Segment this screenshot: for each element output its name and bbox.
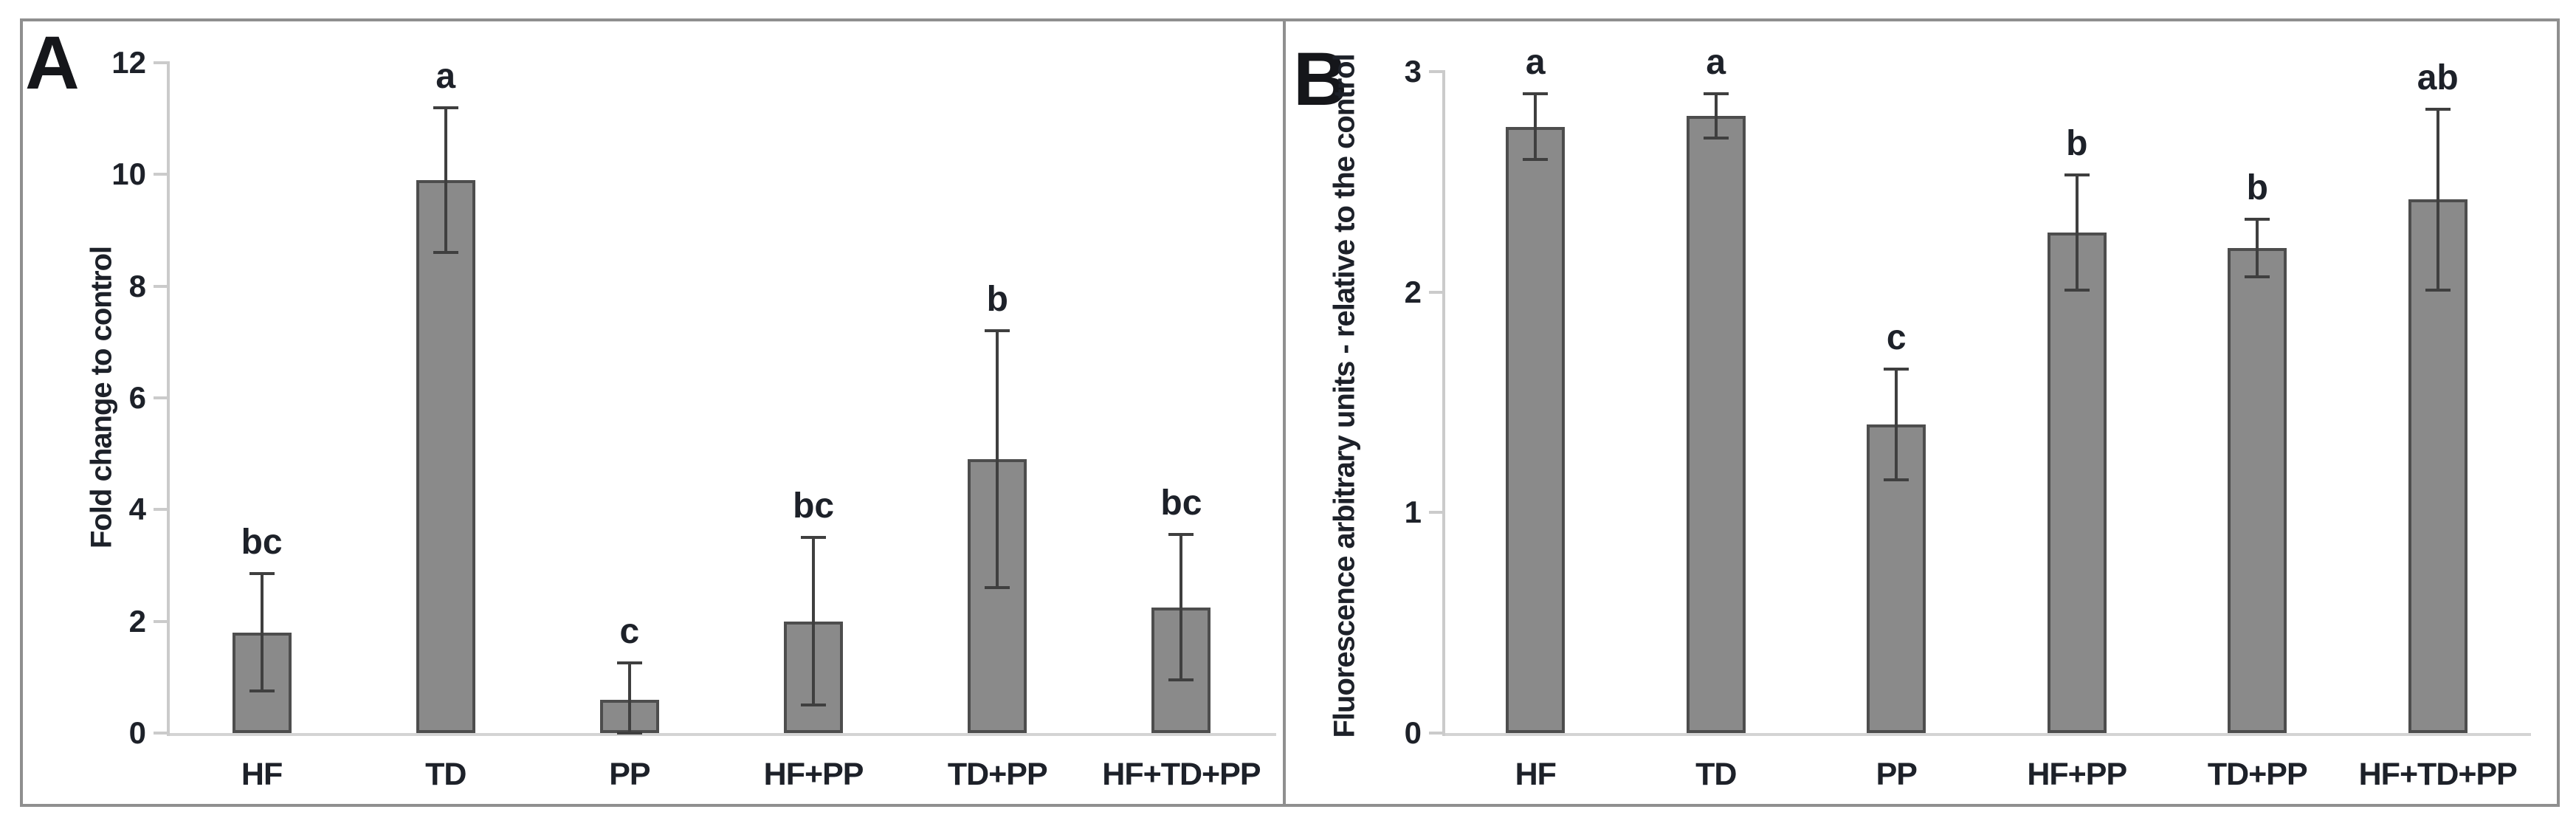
- error-bar-cap-top: [433, 106, 458, 109]
- significance-label: c: [619, 612, 640, 652]
- y-tick-mark: [154, 396, 167, 399]
- error-bar-cap-top: [2245, 218, 2270, 221]
- error-bar-cap-top: [1884, 368, 1909, 371]
- error-bar-cap-top: [249, 572, 275, 576]
- y-axis-line: [167, 61, 170, 736]
- y-tick-label: 6: [128, 380, 146, 415]
- figure-border: [20, 18, 2560, 807]
- significance-label: c: [1886, 318, 1907, 358]
- y-tick-label: 0: [128, 715, 146, 750]
- error-bar-cap-bottom: [1523, 158, 1549, 162]
- error-bar-line: [1534, 93, 1537, 160]
- significance-label: a: [1706, 42, 1726, 82]
- error-bar-line: [260, 574, 264, 692]
- x-category-label: HF: [1515, 757, 1557, 792]
- x-category-label: HF+TD+PP: [1102, 757, 1261, 792]
- y-tick-mark: [154, 732, 167, 735]
- panel-b-y-axis-title: Fluorescence arbitrary units - relative …: [1328, 54, 1361, 738]
- panel-a-letter: A: [25, 21, 80, 105]
- significance-label: a: [1525, 42, 1546, 82]
- y-tick-mark: [1429, 290, 1442, 294]
- x-category-label: HF+TD+PP: [2358, 757, 2518, 792]
- bar: [1686, 115, 1746, 733]
- y-tick-mark: [1429, 732, 1442, 735]
- bar: [2047, 233, 2107, 733]
- significance-label: b: [986, 280, 1008, 320]
- error-bar-cap-bottom: [433, 251, 458, 255]
- y-tick-mark: [154, 508, 167, 512]
- significance-label: ab: [2417, 58, 2459, 97]
- error-bar-cap-top: [2425, 107, 2451, 111]
- error-bar-line: [1714, 93, 1718, 138]
- x-category-label: TD: [425, 757, 466, 792]
- y-tick-label: 0: [1404, 715, 1422, 750]
- error-bar-cap-bottom: [985, 586, 1010, 590]
- error-bar-line: [444, 107, 447, 253]
- bar: [2228, 247, 2287, 733]
- y-tick-label: 2: [1404, 274, 1422, 309]
- error-bar-cap-top: [801, 536, 827, 540]
- y-tick-label: 1: [1404, 495, 1422, 530]
- y-tick-label: 4: [128, 492, 146, 527]
- bar: [416, 179, 475, 733]
- x-axis-line: [167, 733, 1276, 736]
- error-bar-cap-top: [2064, 173, 2090, 177]
- error-bar-cap-top: [1168, 533, 1194, 537]
- error-bar-cap-top: [616, 661, 642, 665]
- y-tick-mark: [1429, 511, 1442, 515]
- error-bar-line: [1895, 369, 1898, 480]
- y-tick-mark: [154, 61, 167, 64]
- y-tick-label: 8: [128, 268, 146, 303]
- error-bar-cap-bottom: [1703, 136, 1729, 140]
- y-tick-mark: [154, 173, 167, 176]
- error-bar-line: [2075, 175, 2079, 290]
- x-category-label: TD+PP: [2207, 757, 2308, 792]
- y-tick-label: 3: [1404, 54, 1422, 89]
- y-tick-mark: [1429, 70, 1442, 73]
- y-tick-label: 10: [111, 156, 146, 192]
- significance-label: bc: [241, 523, 283, 563]
- bar: [2408, 199, 2467, 733]
- error-bar-cap-bottom: [616, 732, 642, 735]
- error-bar-cap-bottom: [2064, 288, 2090, 292]
- significance-label: a: [435, 56, 456, 96]
- significance-label: bc: [1160, 484, 1202, 523]
- significance-label: b: [2066, 124, 2088, 164]
- x-axis-line: [1442, 733, 2531, 736]
- error-bar-line: [996, 331, 999, 588]
- error-bar-cap-bottom: [801, 704, 827, 707]
- significance-label: bc: [793, 486, 835, 526]
- error-bar-cap-top: [1523, 92, 1549, 95]
- x-category-label: PP: [609, 757, 650, 792]
- y-axis-line: [1442, 70, 1445, 736]
- error-bar-cap-top: [1703, 92, 1729, 95]
- significance-label: b: [2246, 168, 2268, 208]
- x-category-label: HF+PP: [2027, 757, 2127, 792]
- x-category-label: HF: [241, 757, 283, 792]
- error-bar-line: [812, 537, 816, 706]
- panel-divider: [1283, 18, 1286, 807]
- error-bar-line: [1179, 534, 1183, 681]
- x-category-label: HF+PP: [763, 757, 864, 792]
- error-bar-cap-bottom: [1884, 478, 1909, 481]
- error-bar-cap-bottom: [2425, 288, 2451, 292]
- error-bar-line: [2436, 109, 2439, 290]
- bar: [1506, 126, 1566, 733]
- error-bar-line: [627, 663, 631, 733]
- error-bar-cap-top: [985, 329, 1010, 333]
- x-category-label: TD+PP: [947, 757, 1048, 792]
- y-tick-mark: [154, 619, 167, 623]
- error-bar-line: [2256, 219, 2259, 277]
- error-bar-cap-bottom: [2245, 275, 2270, 278]
- error-bar-cap-bottom: [1168, 678, 1194, 682]
- panel-b-letter: B: [1293, 37, 1348, 121]
- y-tick-mark: [154, 284, 167, 288]
- x-category-label: TD: [1695, 757, 1737, 792]
- error-bar-cap-bottom: [249, 689, 275, 693]
- y-tick-label: 2: [128, 603, 146, 639]
- x-category-label: PP: [1876, 757, 1918, 792]
- y-tick-label: 12: [111, 45, 146, 80]
